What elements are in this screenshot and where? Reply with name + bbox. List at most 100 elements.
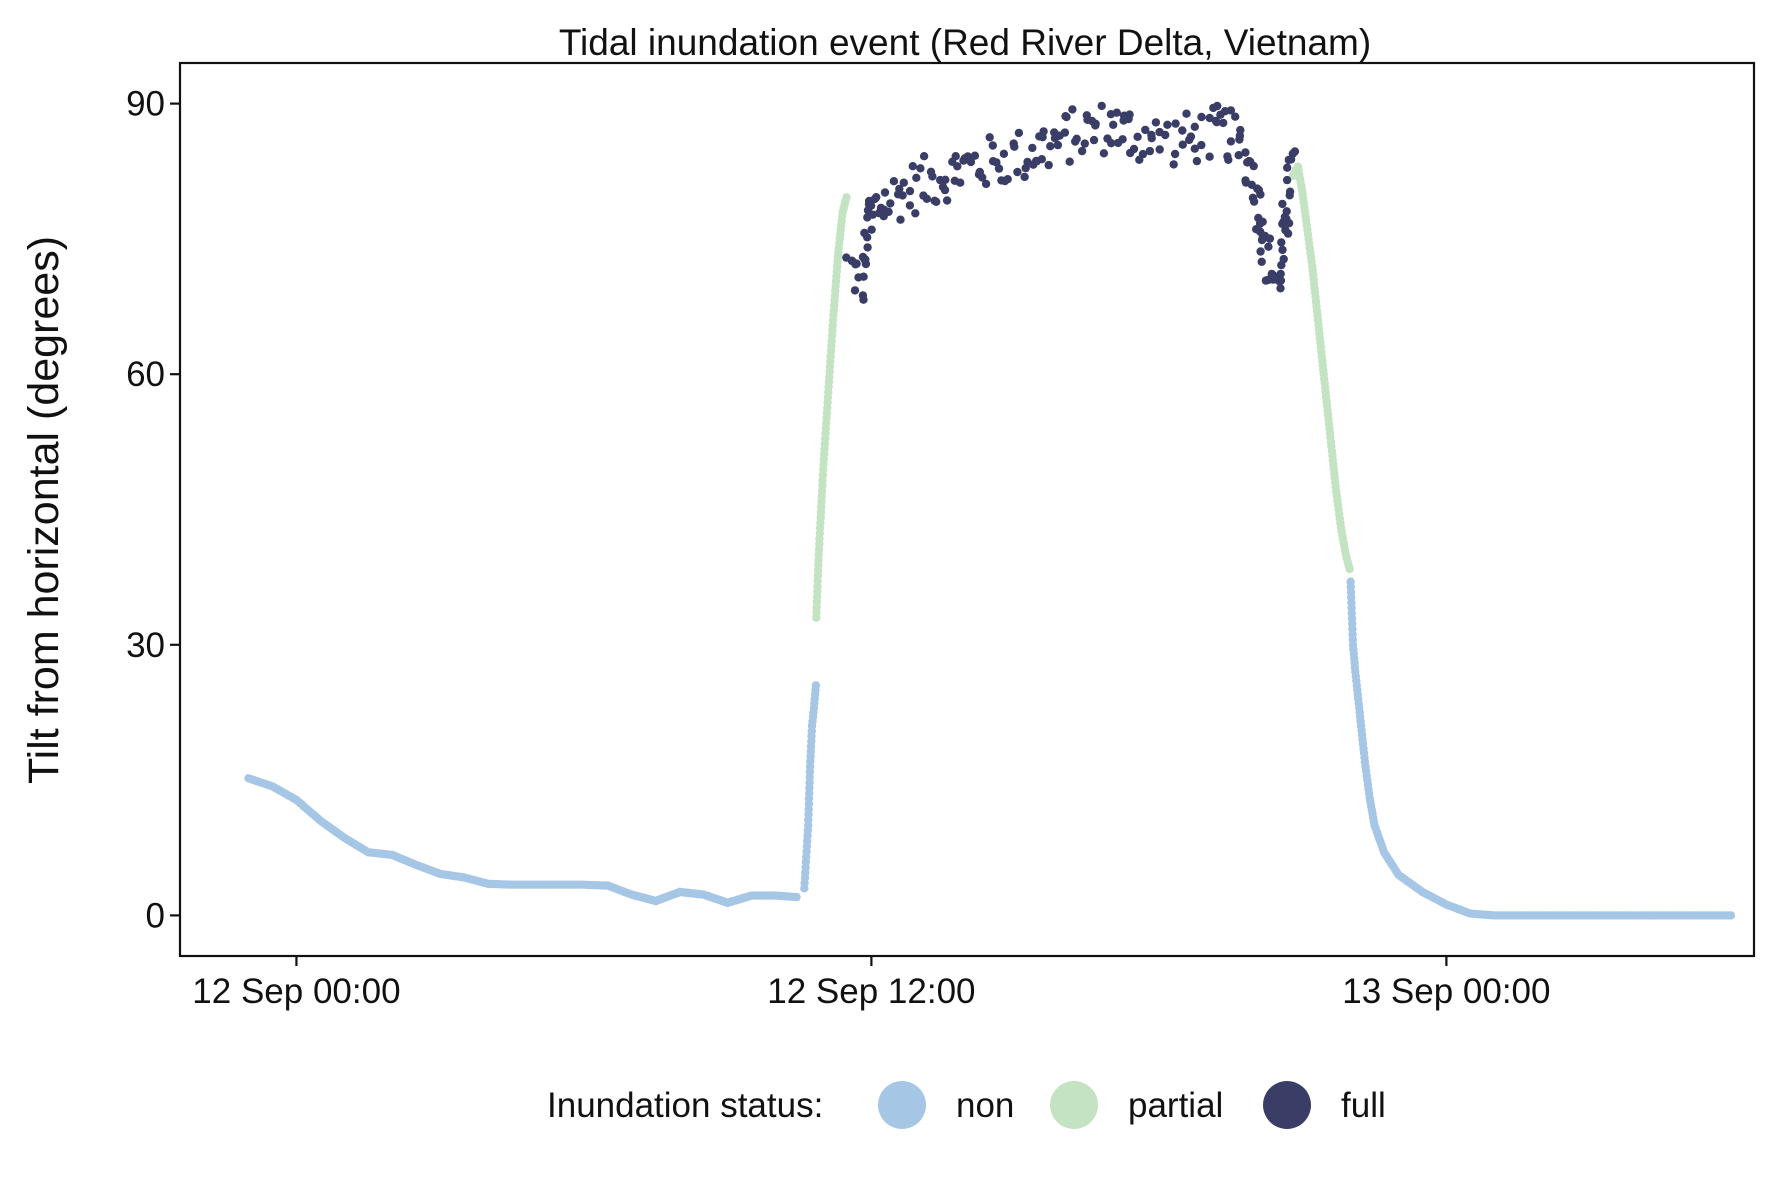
full-point bbox=[941, 175, 950, 184]
full-point bbox=[1091, 121, 1100, 130]
full-point bbox=[1010, 142, 1019, 151]
legend-title: Inundation status: bbox=[547, 1086, 823, 1125]
non-point bbox=[792, 892, 801, 902]
full-point bbox=[1028, 143, 1037, 153]
full-point bbox=[1089, 135, 1099, 145]
full-point bbox=[1109, 120, 1118, 129]
full-point bbox=[889, 177, 899, 186]
full-point bbox=[1226, 137, 1236, 146]
full-point bbox=[886, 199, 895, 208]
full-point bbox=[1280, 212, 1290, 221]
full-point bbox=[1249, 161, 1258, 171]
full-point bbox=[1062, 112, 1071, 122]
full-point bbox=[994, 164, 1004, 173]
full-point bbox=[1282, 175, 1292, 185]
plot-panel-border bbox=[178, 61, 1756, 958]
legend-key-partial bbox=[1050, 1081, 1098, 1129]
full-point bbox=[1197, 140, 1206, 150]
full-point bbox=[1178, 140, 1187, 149]
full-point bbox=[1278, 199, 1287, 209]
full-point bbox=[1276, 269, 1285, 279]
full-point bbox=[1082, 111, 1092, 120]
y-tick-label: 90 bbox=[126, 85, 165, 124]
full-point bbox=[1283, 229, 1293, 238]
full-point bbox=[1145, 146, 1155, 156]
full-point bbox=[1186, 132, 1196, 141]
full-point bbox=[905, 201, 915, 210]
full-point bbox=[1163, 120, 1172, 129]
full-point bbox=[1112, 108, 1122, 117]
full-point bbox=[956, 178, 965, 187]
full-point bbox=[999, 149, 1009, 158]
full-point bbox=[1223, 152, 1232, 161]
full-point bbox=[1133, 132, 1142, 141]
full-point bbox=[1118, 135, 1127, 144]
full-point bbox=[988, 141, 997, 150]
full-point bbox=[1141, 125, 1150, 135]
x-tick-label: 13 Sep 00:00 bbox=[1342, 972, 1550, 1011]
legend-key-non bbox=[878, 1081, 926, 1129]
full-point bbox=[1275, 277, 1284, 286]
full-point bbox=[1279, 254, 1288, 264]
y-tick-label: 0 bbox=[146, 896, 165, 935]
full-point bbox=[1265, 234, 1275, 243]
full-point bbox=[1278, 245, 1287, 255]
full-point bbox=[1138, 149, 1148, 159]
full-point bbox=[1151, 118, 1161, 127]
full-point bbox=[1249, 197, 1259, 206]
y-tick-label: 30 bbox=[126, 626, 165, 665]
full-point bbox=[1020, 172, 1029, 182]
full-point bbox=[1182, 109, 1191, 118]
full-point bbox=[872, 193, 881, 202]
data-points bbox=[244, 101, 1736, 920]
full-point bbox=[1236, 125, 1245, 135]
full-point bbox=[966, 157, 976, 167]
full-point bbox=[1277, 238, 1286, 247]
full-point bbox=[1264, 242, 1273, 251]
legend-label-full: full bbox=[1341, 1086, 1386, 1125]
full-point bbox=[1021, 163, 1030, 173]
full-point bbox=[1257, 257, 1266, 266]
full-point bbox=[1258, 217, 1267, 226]
full-point bbox=[1053, 140, 1063, 150]
legend-items: non partial full bbox=[878, 1081, 1386, 1129]
full-point bbox=[940, 185, 950, 195]
full-point bbox=[1080, 139, 1090, 148]
non-point bbox=[1726, 911, 1736, 920]
full-point bbox=[1256, 247, 1265, 256]
full-point bbox=[868, 210, 877, 219]
full-point bbox=[1284, 219, 1294, 228]
full-point bbox=[880, 188, 890, 197]
legend-key-full bbox=[1263, 1081, 1311, 1129]
full-point bbox=[1072, 134, 1081, 143]
full-point bbox=[1205, 152, 1214, 161]
x-tick-label: 12 Sep 00:00 bbox=[192, 972, 400, 1011]
full-point bbox=[866, 201, 876, 210]
full-point bbox=[1256, 190, 1265, 199]
full-point bbox=[951, 152, 960, 161]
full-point bbox=[1065, 157, 1074, 166]
full-point bbox=[1290, 147, 1300, 156]
full-point bbox=[850, 286, 860, 295]
full-point bbox=[928, 172, 937, 181]
full-point bbox=[1190, 144, 1200, 153]
full-point bbox=[1192, 156, 1202, 166]
y-axis-title: Tilt from horizontal (degrees) bbox=[20, 236, 68, 784]
full-point bbox=[859, 272, 868, 281]
full-point bbox=[1129, 144, 1139, 154]
full-point bbox=[970, 151, 980, 160]
full-point bbox=[942, 196, 952, 205]
full-point bbox=[1147, 130, 1156, 140]
full-point bbox=[1235, 135, 1244, 144]
legend-label-non: non bbox=[956, 1086, 1014, 1125]
full-point bbox=[1161, 130, 1170, 140]
full-point bbox=[1013, 167, 1022, 177]
full-point bbox=[981, 179, 991, 189]
full-point bbox=[1044, 160, 1053, 170]
full-point bbox=[899, 178, 908, 187]
full-point bbox=[1219, 118, 1228, 128]
full-point bbox=[867, 225, 876, 234]
full-point bbox=[1231, 112, 1240, 121]
full-point bbox=[916, 164, 925, 173]
